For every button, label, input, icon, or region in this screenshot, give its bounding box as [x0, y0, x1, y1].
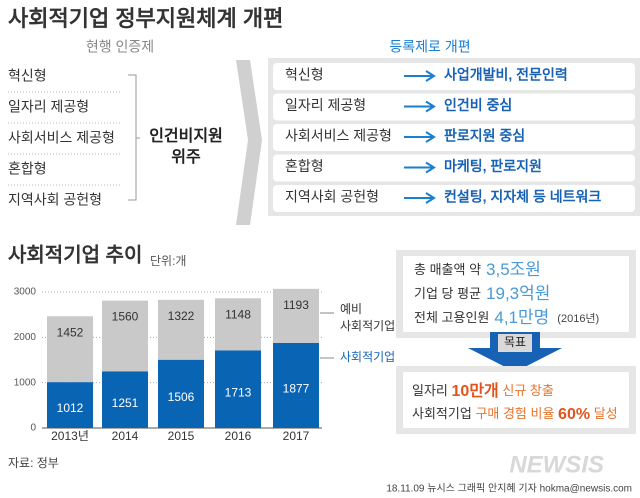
value-label: 1877 [283, 382, 310, 396]
row-from: 혼합형 [285, 158, 324, 174]
goal-box [403, 372, 629, 428]
goal-rest: 달성 [594, 406, 618, 421]
stat-note: (2016년) [557, 312, 599, 325]
row-to: 사업개발비, 전문인력 [444, 67, 568, 83]
row-from: 혁신형 [285, 67, 324, 83]
bar [215, 298, 261, 351]
x-tick-label: 2013년 [51, 429, 89, 443]
row-to: 판로지원 중심 [444, 128, 525, 144]
value-label: 1251 [112, 396, 139, 410]
stat-label: 기업 당 평균 [414, 286, 481, 301]
value-label: 1713 [225, 385, 252, 399]
current-item: 사회서비스 제공형 [8, 130, 115, 146]
reform-row [273, 124, 635, 151]
value-label: 1560 [112, 310, 139, 324]
goal-mid: 구매 경험 비율 [475, 406, 554, 421]
current-item: 혁신형 [8, 68, 47, 84]
stat-value: 4,1만명 [494, 308, 549, 327]
y-tick-label: 0 [30, 423, 36, 434]
main-title: 사회적기업 정부지원체계 개편 [8, 6, 283, 31]
goal-line: 사회적기업 구매 경험 비율 60% 달성 [412, 406, 618, 423]
x-tick-label: 2015 [168, 429, 195, 443]
value-label: 1193 [283, 298, 309, 312]
value-label: 1452 [57, 325, 84, 339]
bar [273, 288, 319, 343]
current-item: 지역사회 공헌형 [8, 192, 102, 208]
goal-highlight: 10만개 [452, 381, 499, 400]
summary-line: 인건비지원 [149, 127, 223, 145]
current-item: 혼합형 [8, 161, 47, 177]
stat-value: 3,5조원 [486, 260, 541, 279]
source: 자료: 정부 [8, 456, 59, 470]
goal-rest: 신규 창출 [502, 383, 553, 398]
goal-lead: 일자리 [412, 383, 448, 398]
bar [158, 359, 204, 428]
row-from: 사회서비스 제공형 [285, 128, 392, 144]
goal-lead: 사회적기업 [412, 406, 472, 421]
big-arrow [236, 60, 262, 225]
summary-line: 위주 [171, 148, 201, 166]
logo: NEWSIS [509, 451, 604, 478]
reform-row [273, 185, 635, 212]
bracket [128, 74, 140, 201]
reform-row [273, 154, 635, 182]
row-from: 지역사회 공헌형 [285, 189, 379, 205]
row-arrow [404, 100, 436, 113]
row-to: 인건비 중심 [444, 97, 512, 113]
value-label: 1506 [168, 390, 195, 404]
bar [215, 350, 261, 428]
stat-label: 전체 고용인원 [414, 310, 489, 325]
row-from: 일자리 제공형 [285, 97, 366, 113]
current-heading: 현행 인증제 [86, 39, 154, 55]
row-arrow [404, 161, 436, 174]
row-arrow [404, 131, 436, 143]
chart-title: 사회적기업 추이 [8, 243, 142, 266]
x-tick-label: 2017 [283, 429, 310, 443]
bar-chart: 0 1000 2000 3000 1012 1251 1506 1713 1877 1452 156… [14, 287, 395, 444]
reform-heading: 등록제로 개편 [389, 39, 470, 55]
value-label: 1012 [57, 401, 84, 415]
y-tick-label: 1000 [14, 377, 37, 388]
bar [158, 299, 204, 360]
bar [47, 382, 93, 428]
current-item: 일자리 제공형 [8, 99, 89, 115]
reform-row [273, 93, 635, 121]
reform-row [273, 63, 635, 90]
stat-line: 전체 고용인원 4,1만명 (2016년) [414, 308, 599, 327]
credit: 18.11.09 뉴시스 그래픽 안지혜 기자 hokma@newsis.com [386, 483, 632, 495]
bar [273, 342, 319, 428]
goal-badge: 목표 [504, 335, 526, 349]
value-label: 1148 [225, 307, 251, 321]
row-arrow [404, 192, 436, 204]
row-to: 마케팅, 판로지원 [444, 158, 542, 174]
x-tick-label: 2016 [225, 429, 252, 443]
stat-label: 총 매출액 약 [414, 262, 481, 277]
bar [102, 300, 148, 372]
bar [47, 316, 93, 383]
row-to: 컨설팅, 지자체 등 네트워크 [444, 189, 601, 205]
legend-label: 사회적기업 [340, 350, 395, 364]
goal-highlight: 60% [558, 406, 590, 423]
value-label: 1322 [168, 309, 195, 323]
bar [102, 371, 148, 428]
y-tick-label: 3000 [14, 287, 37, 298]
stat-value: 19,3억원 [486, 284, 550, 303]
stat-line: 총 매출액 약 3,5조원 [414, 260, 541, 279]
y-tick-label: 2000 [14, 332, 37, 343]
legend-label: 예비 사회적기업 [340, 302, 395, 333]
x-tick-label: 2014 [112, 429, 139, 443]
goal-badge-bg [498, 334, 532, 352]
stats-box [403, 256, 629, 332]
chart-unit: 단위:개 [150, 254, 186, 268]
goal-line: 일자리 10만개 신규 창출 [412, 381, 554, 400]
stat-line: 기업 당 평균 19,3억원 [414, 284, 550, 303]
row-arrow [404, 70, 436, 82]
